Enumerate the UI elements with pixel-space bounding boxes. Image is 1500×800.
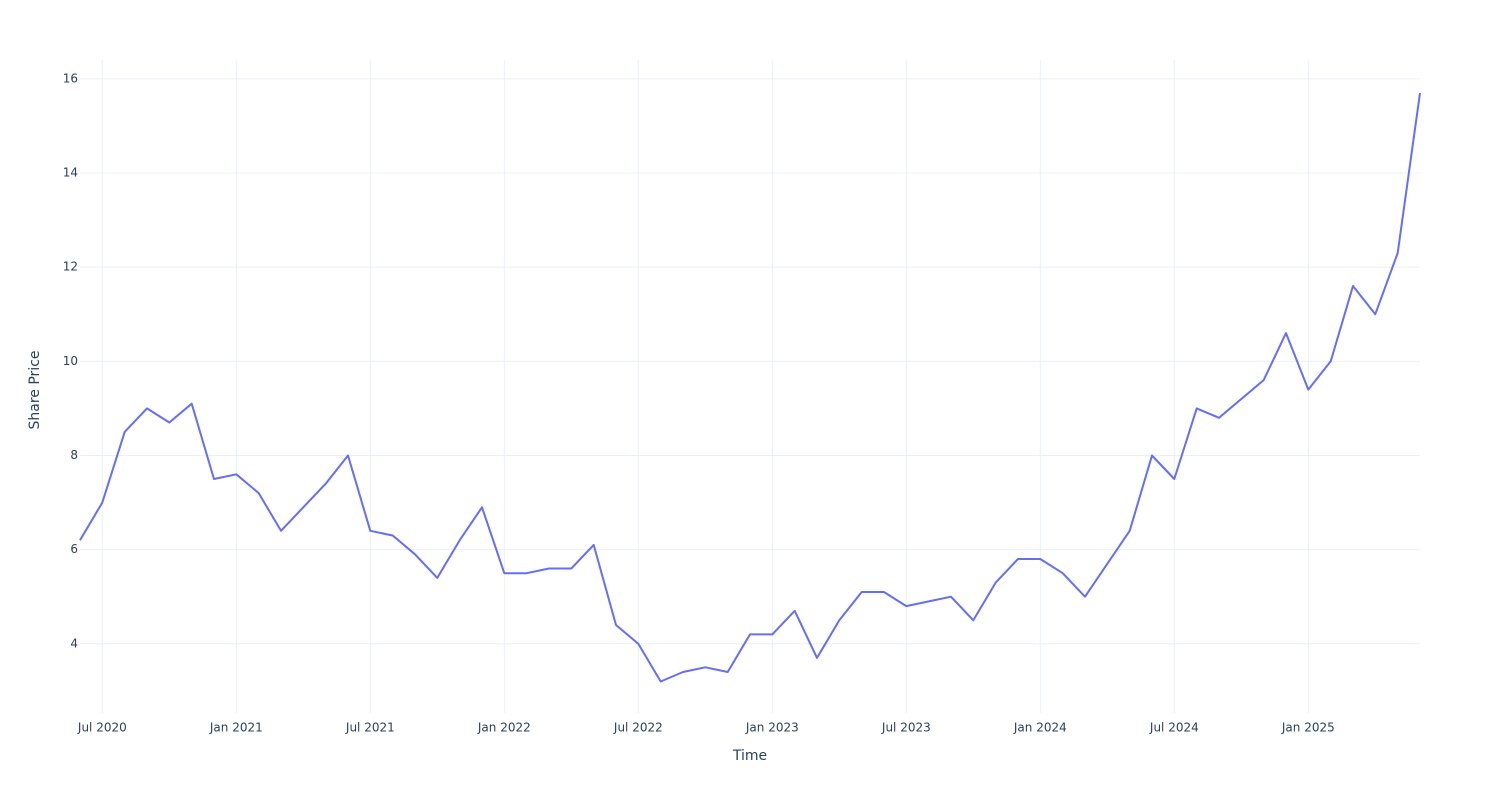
- y-tick-label: 4: [70, 636, 78, 650]
- x-tick-label: Jan 2022: [477, 721, 531, 735]
- y-tick-label: 6: [70, 542, 78, 556]
- x-tick-label: Jul 2020: [77, 721, 127, 735]
- x-tick-label: Jul 2023: [881, 721, 931, 735]
- x-tick-label: Jul 2022: [613, 721, 663, 735]
- x-tick-label: Jan 2023: [745, 721, 799, 735]
- y-tick-label: 10: [63, 354, 78, 368]
- y-tick-label: 16: [63, 71, 78, 85]
- x-tick-label: Jan 2021: [209, 721, 263, 735]
- y-axis-title: Share Price: [27, 350, 43, 429]
- y-tick-label: 8: [70, 448, 78, 462]
- plot-area: [79, 92, 1421, 683]
- x-tick-label: Jul 2024: [1149, 721, 1199, 735]
- x-axis-title: Time: [732, 748, 767, 764]
- price-line: [79, 92, 1421, 683]
- x-tick-label: Jan 2025: [1281, 721, 1335, 735]
- x-tick-label: Jul 2021: [345, 721, 395, 735]
- y-tick-label: 14: [63, 165, 78, 179]
- grid: [80, 60, 1420, 713]
- x-tick-label: Jan 2024: [1013, 721, 1067, 735]
- y-tick-label: 12: [63, 260, 78, 274]
